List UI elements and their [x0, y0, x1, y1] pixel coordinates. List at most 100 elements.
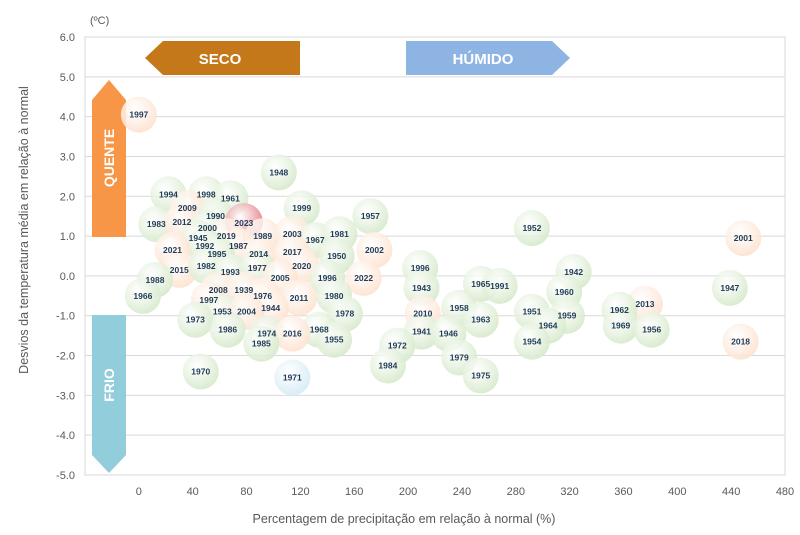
- bubble-label: 1954: [522, 337, 541, 347]
- bubble-label: 1992: [195, 241, 214, 251]
- bubble-label: 1945: [189, 233, 208, 243]
- unit-label: (ºC): [90, 15, 109, 27]
- y-tick-label: 2.0: [60, 191, 75, 203]
- region-arrows: SECO HÚMIDO QUENTE FRIO: [92, 41, 570, 473]
- bubble: [369, 347, 406, 384]
- y-axis-ticks: 6.0 5.0 4.0 3.0 2.0 1.0 0.0 -1.0 -2.0 -3.0 -4.0 -5.…: [56, 32, 75, 482]
- x-tick-label: 440: [722, 486, 740, 498]
- bubble-label: 1946: [439, 329, 458, 339]
- bubble-label: 2016: [283, 329, 302, 339]
- bubble-label: 1985: [252, 339, 271, 349]
- bubble: [274, 315, 311, 352]
- bubble-label: 1998: [197, 189, 216, 199]
- y-tick-label: 4.0: [60, 112, 75, 124]
- bubble: [243, 325, 280, 362]
- bubble: [513, 210, 550, 247]
- bubble-label: 1964: [539, 321, 558, 331]
- x-tick-label: 480: [776, 486, 794, 498]
- bubble-label: 1941: [412, 327, 431, 337]
- bubble-label: 1972: [388, 341, 407, 351]
- bubble-label: 1983: [147, 219, 166, 229]
- bubble-label: 1991: [490, 281, 509, 291]
- bubble: [274, 359, 311, 396]
- x-tick-label: 160: [345, 486, 363, 498]
- bubble-label: 1950: [327, 251, 346, 261]
- bubble: [462, 301, 499, 338]
- bubble: [403, 269, 440, 306]
- bubble-label: 2018: [731, 337, 750, 347]
- bubble-label: 2022: [354, 273, 373, 283]
- bubble-label: 1967: [306, 235, 325, 245]
- y-tick-label: 6.0: [60, 32, 75, 44]
- bubble-label: 1990: [206, 211, 225, 221]
- bubble-label: 1959: [557, 311, 576, 321]
- seco-label: SECO: [199, 51, 242, 68]
- bubble-label: 1994: [159, 189, 178, 199]
- x-tick-label: 360: [614, 486, 632, 498]
- bubble-label: 1952: [522, 223, 541, 233]
- bubble-label: 2020: [292, 261, 311, 271]
- seco-arrow: [145, 41, 300, 75]
- y-tick-label: 1.0: [60, 231, 75, 243]
- bubble-label: 1978: [335, 309, 354, 319]
- bubble: [345, 259, 382, 296]
- bubble-label: 2017: [283, 247, 302, 257]
- y-tick-label: -3.0: [56, 390, 75, 402]
- bubble-label: 1984: [378, 361, 397, 371]
- bubble-label: 1976: [253, 291, 272, 301]
- quente-label: QUENTE: [101, 129, 117, 187]
- bubble-label: 1960: [555, 287, 574, 297]
- bubbles: 1997 1948 1994 1998 1961 2009 1999 1983 2012 1990…: [120, 96, 762, 396]
- x-axis-title: Percentagem de precipitação em relação à…: [253, 512, 556, 526]
- bubble-label: 1956: [642, 325, 661, 335]
- bubble-label: 2002: [365, 245, 384, 255]
- bubble-label: 1993: [221, 267, 240, 277]
- bubble-label: 1995: [207, 249, 226, 259]
- bubble-label: 1971: [283, 372, 302, 382]
- bubble-label: 1974: [257, 329, 276, 339]
- y-tick-label: -2.0: [56, 351, 75, 363]
- y-tick-label: 3.0: [60, 151, 75, 163]
- bubble-label: 1996: [318, 273, 337, 283]
- bubble: [481, 267, 518, 304]
- bubble: [602, 307, 639, 344]
- bubble-label: 1987: [229, 241, 248, 251]
- x-tick-label: 280: [507, 486, 525, 498]
- bubble: [260, 154, 297, 191]
- bubble-label: 1955: [325, 335, 344, 345]
- bubble-label: 1989: [253, 231, 272, 241]
- bubble-label: 1963: [471, 315, 490, 325]
- bubble: [513, 323, 550, 360]
- bubble: [462, 357, 499, 394]
- bubble: [120, 96, 157, 133]
- grid-lines: [85, 76, 785, 436]
- bubble-label: 1968: [310, 325, 329, 335]
- y-tick-label: -1.0: [56, 311, 75, 323]
- bubble-label: 1997: [129, 110, 148, 120]
- humido-label: HÚMIDO: [453, 50, 514, 68]
- y-tick-label: -4.0: [56, 430, 75, 442]
- x-tick-label: 120: [291, 486, 309, 498]
- bubble-label: 2005: [271, 273, 290, 283]
- bubble-label: 1999: [292, 203, 311, 213]
- bubble-label: 2010: [413, 309, 432, 319]
- bubble-label: 1947: [720, 283, 739, 293]
- bubble: [356, 232, 393, 269]
- bubble-label: 1943: [412, 283, 431, 293]
- bubble-label: 1977: [248, 263, 267, 273]
- bubble-label: 1951: [522, 307, 541, 317]
- bubble-label: 1969: [611, 321, 630, 331]
- x-tick-label: 240: [453, 486, 471, 498]
- bubble-label: 2012: [172, 217, 191, 227]
- x-axis-ticks: 0 40 80 120 160 200 240 280 320 360 400 440 480: [136, 486, 794, 498]
- bubble-label: 1944: [261, 303, 280, 313]
- y-axis-title: Desvios da temperatura média em relação …: [17, 86, 31, 374]
- bubble-label: 1981: [330, 229, 349, 239]
- humido-arrow: [406, 41, 570, 75]
- bubble-label: 1953: [213, 307, 232, 317]
- bubble: [209, 311, 246, 348]
- bubble-label: 2009: [178, 203, 197, 213]
- bubble-label: 1965: [471, 279, 490, 289]
- frio-arrow: [92, 315, 126, 473]
- bubble-label: 1958: [450, 303, 469, 313]
